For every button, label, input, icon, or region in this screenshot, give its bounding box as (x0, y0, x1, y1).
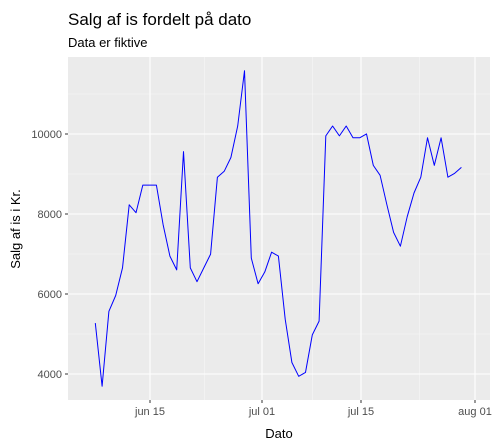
x-axis: jun 15 jul 01 jul 15 aug 01 (134, 400, 492, 418)
y-tick-label: 8000 (38, 209, 62, 221)
x-tick-label: jul 01 (248, 406, 275, 418)
y-tick-label: 6000 (38, 289, 62, 301)
y-tick-label: 10000 (31, 129, 62, 141)
y-axis: 4000 6000 8000 10000 (31, 129, 68, 381)
chart-title: Salg af is fordelt på dato (68, 10, 251, 29)
x-tick-label: jun 15 (134, 406, 165, 418)
y-axis-title: Salg af is i Kr. (8, 189, 23, 268)
plot-panel (68, 57, 490, 400)
x-tick-label: aug 01 (458, 406, 492, 418)
chart-subtitle: Data er fiktive (68, 35, 147, 50)
y-tick-label: 4000 (38, 369, 62, 381)
x-axis-title: Dato (265, 426, 292, 441)
x-tick-label: jul 15 (347, 406, 374, 418)
